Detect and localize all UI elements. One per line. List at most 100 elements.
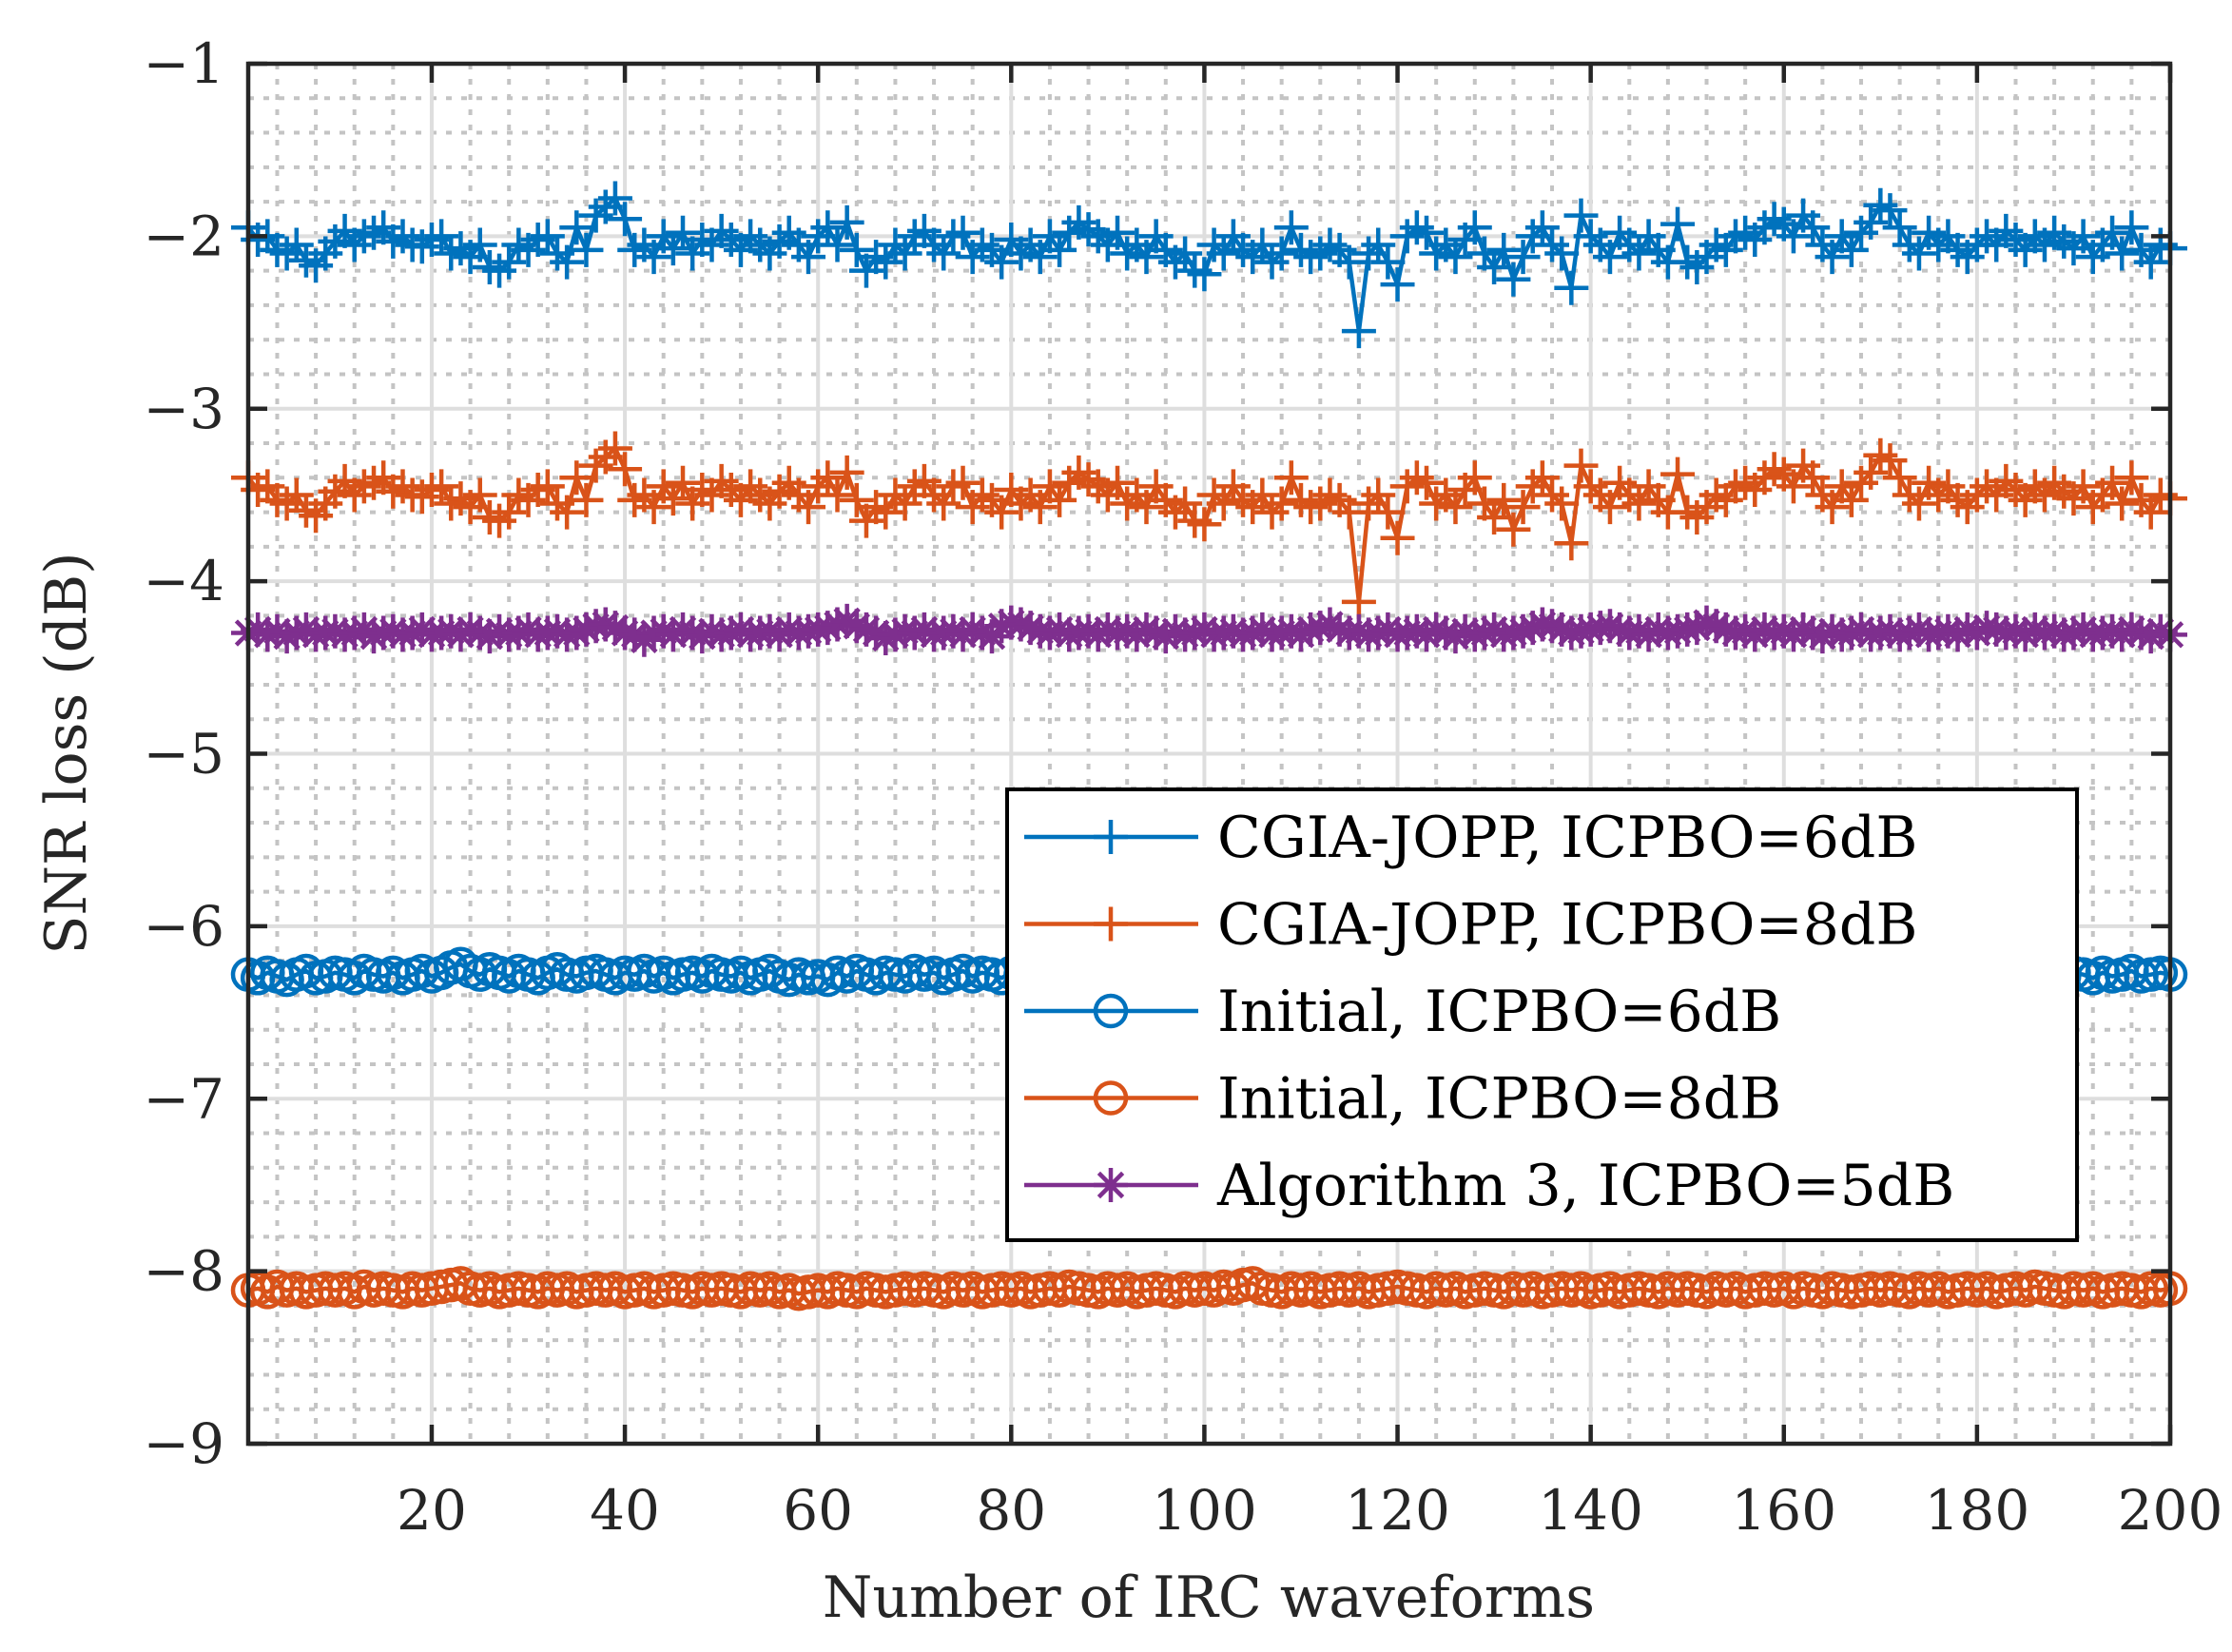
data-point-marker (1129, 490, 1164, 525)
data-point-marker (1544, 486, 1580, 521)
legend-marker (1093, 1080, 1129, 1116)
data-point-marker (1042, 612, 1077, 647)
data-point-marker (1168, 486, 1203, 521)
data-point-marker (597, 611, 632, 646)
data-point-marker (752, 613, 787, 649)
data-point-marker (550, 495, 585, 530)
data-point-marker (848, 612, 883, 647)
data-point-marker (569, 482, 604, 517)
data-point-marker (2017, 612, 2052, 647)
data-point-marker (1129, 240, 1164, 275)
data-point-marker (1283, 617, 1318, 652)
data-point-marker (666, 215, 701, 250)
data-point-marker (1515, 611, 1550, 646)
data-point-marker (1419, 612, 1454, 647)
data-point-marker (1187, 612, 1222, 647)
data-point-marker (666, 465, 701, 500)
data-point-marker (1206, 236, 1241, 271)
data-point-marker (1689, 605, 1724, 640)
data-point-marker (1815, 613, 1850, 649)
data-point-marker (539, 613, 574, 649)
grid (248, 62, 2172, 1446)
data-point-marker (1505, 490, 1541, 525)
data-point-marker (1950, 612, 1985, 647)
data-point-marker (984, 495, 1019, 530)
data-point-marker (1447, 613, 1483, 649)
data-point-marker (1679, 611, 1715, 646)
legend-label: Initial, ICPBO=6dB (1217, 979, 1781, 1045)
data-point-marker (936, 613, 971, 649)
data-point-marker (1486, 482, 1522, 517)
data-point-marker (1303, 611, 1338, 646)
data-point-marker (492, 244, 527, 280)
data-point-marker (376, 613, 411, 649)
data-point-marker (1138, 615, 1174, 651)
data-point-marker (1457, 460, 1492, 496)
data-point-marker (820, 607, 855, 642)
data-point-marker (2114, 210, 2149, 245)
data-point-marker (1341, 584, 1376, 619)
data-point-marker (926, 236, 961, 271)
data-point-marker (1505, 613, 1541, 649)
data-point-marker (839, 232, 874, 267)
data-point-marker (1361, 227, 1396, 262)
data-point-marker (1631, 617, 1666, 652)
y-tick-label: −1 (144, 31, 225, 96)
data-point-marker (1361, 477, 1396, 513)
data-point-marker (1524, 210, 1560, 245)
data-point-marker (2008, 617, 2043, 652)
x-tick-label: 180 (1925, 1478, 2030, 1543)
data-point-marker (964, 615, 1000, 651)
data-point-marker (1505, 240, 1541, 275)
data-point-marker (868, 620, 903, 655)
data-point-marker (443, 617, 478, 652)
data-point-marker (945, 215, 980, 250)
data-point-marker (1022, 490, 1058, 525)
data-point-marker (829, 603, 864, 638)
data-point-marker (288, 612, 323, 647)
data-point-marker (1544, 236, 1580, 271)
data-point-marker (559, 615, 594, 651)
data-point-marker (887, 486, 922, 521)
data-point-marker (1409, 215, 1445, 250)
legend-marker (1094, 1168, 1128, 1202)
legend-marker (1094, 820, 1128, 854)
data-point-marker (1080, 617, 1116, 652)
data-point-marker (1621, 486, 1657, 521)
data-point-marker (550, 244, 585, 280)
data-point-marker (1563, 448, 1599, 483)
data-point-marker (1708, 612, 1743, 647)
data-point-marker (1466, 615, 1502, 651)
data-point-marker (597, 181, 632, 216)
legend-marker (1094, 906, 1128, 942)
x-tick-label: 20 (397, 1478, 467, 1543)
data-point-marker (1206, 486, 1241, 521)
data-point-marker (318, 613, 353, 649)
data-point-marker (1602, 612, 1638, 647)
data-point-marker (2095, 465, 2130, 500)
data-point-marker (1177, 615, 1213, 651)
legend-entry: Initial, ICPBO=6dB (1024, 979, 1781, 1045)
data-point-marker (424, 219, 459, 254)
data-point-marker (1554, 526, 1589, 561)
data-point-marker (608, 452, 643, 487)
data-point-marker (1524, 460, 1560, 496)
data-point-marker (2105, 617, 2140, 652)
data-point-marker (1873, 193, 1908, 228)
data-point-marker (1979, 612, 2014, 647)
data-point-marker (820, 477, 855, 513)
data-point-marker (1728, 613, 1763, 649)
data-point-marker (1428, 615, 1464, 651)
data-point-marker (1331, 495, 1367, 530)
data-point-marker (666, 612, 701, 647)
data-point-marker (1882, 460, 1917, 496)
data-point-marker (1776, 617, 1811, 652)
data-point-marker (1998, 613, 2033, 649)
data-point-marker (260, 613, 295, 649)
y-tick-label: −8 (144, 1239, 225, 1304)
data-point-marker (1003, 607, 1038, 642)
data-point-marker (1399, 613, 1434, 649)
data-point-marker (1071, 613, 1106, 649)
data-point-marker (1496, 512, 1531, 547)
